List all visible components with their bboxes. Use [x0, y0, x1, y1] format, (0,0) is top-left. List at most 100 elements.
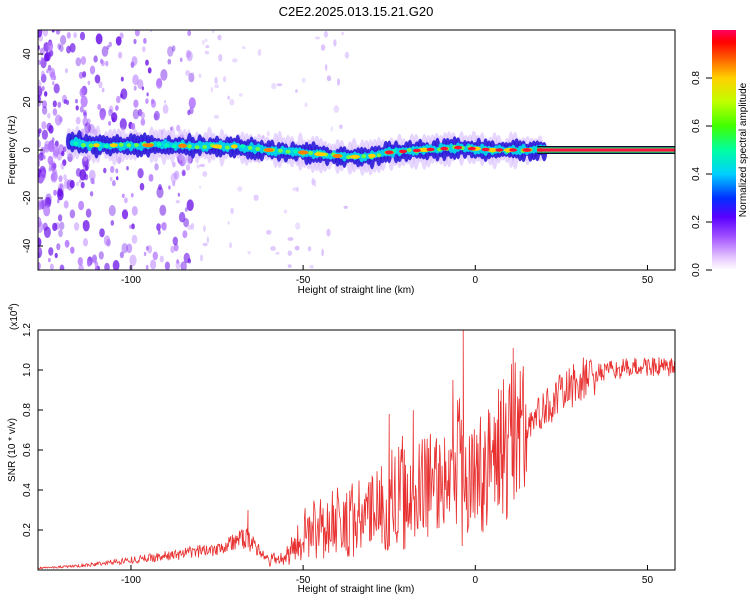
noise-speck — [204, 38, 208, 43]
noise-speck — [287, 250, 292, 256]
noise-speck — [47, 41, 54, 51]
noise-speck — [283, 209, 288, 214]
noise-speck — [88, 169, 96, 181]
noise-speck — [69, 43, 76, 53]
noise-speck — [333, 39, 337, 47]
noise-speck — [42, 199, 46, 205]
noise-speck — [116, 176, 119, 181]
noise-speck — [326, 228, 331, 237]
noise-speck — [44, 143, 50, 153]
snr-y-ticks: 0.2 0.4 0.6 0.8 1.0 1.2 — [22, 323, 43, 537]
track-core — [247, 145, 253, 150]
noise-speck — [78, 264, 84, 270]
noise-speck — [60, 162, 65, 170]
spectrogram-x-tick-label: 50 — [642, 275, 654, 286]
track-core — [88, 143, 94, 148]
noise-speck — [57, 214, 63, 222]
noise-speck — [142, 46, 146, 53]
noise-speck — [80, 56, 87, 65]
noise-speck — [206, 236, 209, 244]
noise-speck — [110, 220, 115, 226]
noise-speck — [43, 205, 51, 217]
track-core — [118, 142, 124, 147]
track-core — [293, 149, 298, 154]
noise-speck — [50, 173, 55, 181]
noise-speck — [59, 264, 65, 270]
track-core — [172, 144, 177, 149]
noise-speck — [97, 104, 102, 110]
noise-speck — [309, 264, 314, 269]
noise-speck — [237, 186, 243, 192]
colorbar-tick-label: 0.8 — [691, 71, 702, 85]
spectrogram-y-ticks: -40 -20 0 20 40 — [22, 48, 43, 253]
track-core — [73, 141, 79, 146]
noise-speck — [84, 173, 89, 181]
colorbar-label: Normalized spectral amplitude — [738, 82, 749, 217]
noise-speck — [199, 185, 202, 189]
noise-speck — [93, 55, 98, 63]
noise-speck — [94, 266, 98, 270]
noise-speck — [119, 118, 127, 130]
noise-speck — [137, 168, 144, 179]
noise-speck — [159, 255, 164, 263]
track-core — [255, 147, 261, 151]
spectrogram-x-tick-label: -50 — [296, 275, 311, 286]
track-hotspot — [454, 145, 463, 150]
noise-speck — [164, 261, 170, 270]
noise-speck — [38, 237, 42, 247]
noise-speck — [140, 111, 145, 120]
noise-speck — [145, 264, 149, 270]
noise-speck — [92, 256, 97, 264]
noise-speck — [188, 97, 196, 109]
noise-speck — [304, 102, 308, 108]
track-core — [81, 143, 86, 148]
noise-speck — [38, 246, 43, 258]
spectrogram-x-tick-label: 0 — [473, 275, 479, 286]
spectrogram-y-tick-label: 0 — [22, 147, 33, 153]
noise-speck — [295, 89, 298, 93]
noise-speck — [112, 180, 116, 187]
noise-speck — [141, 86, 145, 91]
snr-x-tick-label: -100 — [121, 575, 141, 586]
spectrogram-y-tick-label: 20 — [22, 96, 33, 108]
noise-speck — [79, 87, 86, 98]
noise-speck — [140, 118, 146, 126]
noise-speck — [52, 168, 58, 175]
noise-speck — [94, 261, 99, 268]
noise-speck — [111, 112, 118, 123]
noise-speck — [52, 149, 59, 159]
noise-speck — [82, 109, 87, 116]
noise-speck — [42, 30, 49, 37]
noise-speck — [41, 106, 48, 115]
spectrogram-y-tick-label: 40 — [22, 48, 33, 60]
noise-speck — [103, 167, 107, 174]
track-hotspot — [314, 152, 327, 157]
colorbar-tick-label: 0.4 — [691, 167, 702, 181]
noise-speck — [38, 221, 44, 233]
noise-speck — [70, 246, 75, 254]
snr-y-tick-label: 0.6 — [22, 443, 33, 457]
noise-speck — [87, 80, 91, 86]
chart-title: C2E2.2025.013.15.21.G20 — [279, 4, 434, 19]
noise-speck — [177, 192, 181, 197]
noise-speck — [53, 189, 57, 196]
track-core — [406, 148, 412, 153]
noise-speck — [63, 174, 67, 181]
noise-speck — [65, 99, 70, 105]
noise-speck — [51, 30, 55, 33]
noise-speck — [147, 245, 153, 254]
noise-speck — [79, 31, 86, 41]
noise-speck — [39, 171, 46, 182]
track-hotspot — [426, 147, 435, 152]
noise-speck — [82, 220, 90, 232]
noise-speck — [287, 237, 294, 241]
noise-speck — [54, 114, 62, 126]
spectrogram-y-axis-label: Frequency (Hz) — [7, 116, 18, 185]
snr-x-tick-label: 0 — [473, 575, 479, 586]
noise-speck — [66, 32, 71, 39]
noise-speck — [42, 155, 46, 160]
noise-speck — [344, 51, 350, 59]
noise-speck — [202, 39, 205, 45]
noise-speck — [126, 243, 133, 254]
noise-speck — [202, 242, 208, 247]
